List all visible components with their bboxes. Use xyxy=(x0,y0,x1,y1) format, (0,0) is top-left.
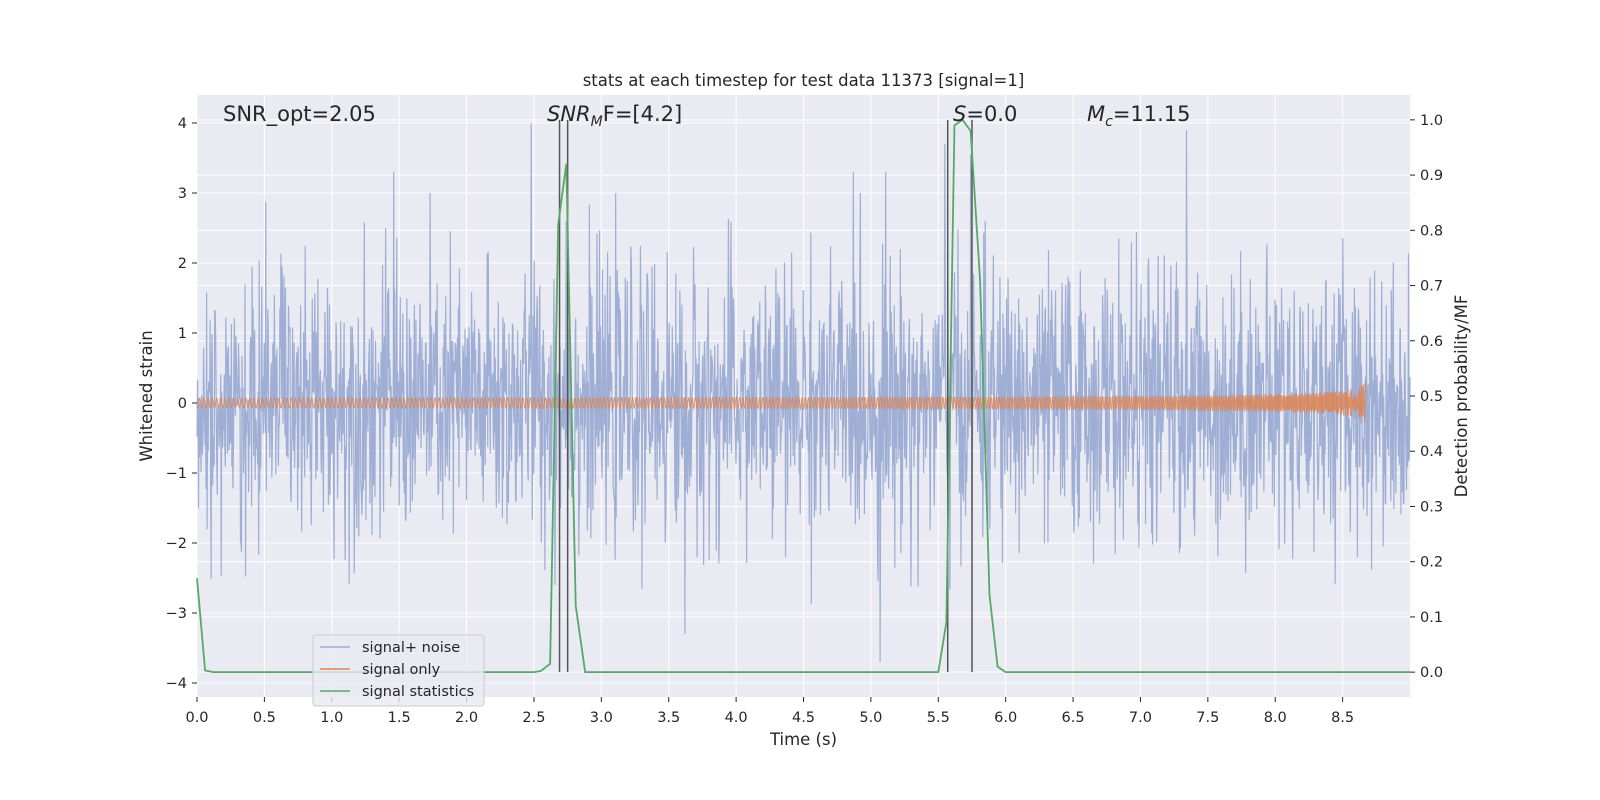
y2-tick-label: 0.9 xyxy=(1420,168,1443,184)
annotation-snr-mf-rest: F=[4.2] xyxy=(603,102,682,126)
y2-tick-label: 0.1 xyxy=(1420,610,1443,626)
y2-tick-label: 0.5 xyxy=(1420,389,1443,405)
y-tick-label: −1 xyxy=(166,466,187,482)
signal-only-line xyxy=(196,382,1367,423)
annotation-s-rest: =0.0 xyxy=(966,102,1017,126)
legend-box xyxy=(312,634,485,707)
y2-tick-label: 0.6 xyxy=(1420,334,1443,350)
legend-label-signal-noise: signal+ noise xyxy=(362,640,460,656)
legend-label-signal-statistics: signal statistics xyxy=(362,684,474,700)
y2-tick-label: 0.3 xyxy=(1420,499,1443,515)
x-tick-label: 8.0 xyxy=(1264,710,1287,726)
y2-axis-label: Detection probability/MF xyxy=(1452,295,1471,498)
x-tick-label: 0.0 xyxy=(185,710,208,726)
x-tick-label: 1.5 xyxy=(388,710,411,726)
y-tick-label: 0 xyxy=(178,396,187,412)
x-tick-label: 6.5 xyxy=(1062,710,1085,726)
y2-tick-label: 0.8 xyxy=(1420,223,1443,239)
axis-ticks: 0.0 0.5 1.0 1.5 2.0 2.5 3.0 3.5 4.0 4.5 5.0 5.5 6.0 6… xyxy=(166,113,1443,726)
x-tick-label: 4.0 xyxy=(725,710,748,726)
annotation-mc-main: M xyxy=(1087,102,1105,126)
y-tick-label: −2 xyxy=(166,536,187,552)
y-tick-label: −3 xyxy=(166,606,187,622)
y-axis-label: Whitened strain xyxy=(137,330,156,461)
annotation-snr-mf-sub: M xyxy=(591,114,603,130)
y-tick-label: 3 xyxy=(178,186,187,202)
signal-noise-line xyxy=(196,122,1411,663)
x-tick-label: 4.5 xyxy=(792,710,815,726)
y-tick-label: 2 xyxy=(178,256,187,272)
signal-noise-series xyxy=(196,122,1411,663)
x-tick-label: 2.0 xyxy=(455,710,478,726)
annotation-snr-mf-main: SNR xyxy=(547,102,591,126)
y2-tick-label: 0.7 xyxy=(1420,279,1443,295)
x-tick-label: 6.0 xyxy=(994,710,1017,726)
y2-tick-label: 0.4 xyxy=(1420,444,1443,460)
y-tick-label: −4 xyxy=(166,676,187,692)
annotation-snr-opt: SNR_opt=2.05 xyxy=(223,102,376,127)
x-tick-label: 7.5 xyxy=(1196,710,1219,726)
x-tick-label: 7.0 xyxy=(1129,710,1152,726)
x-tick-label: 3.5 xyxy=(657,710,680,726)
annotation-snr-mf: SNRMF=[4.2] xyxy=(547,102,682,130)
x-tick-label: 0.5 xyxy=(253,710,276,726)
signal-only-series xyxy=(196,382,1367,423)
y2-tick-label: 0.0 xyxy=(1420,665,1443,681)
annotation-mc: Mc=11.15 xyxy=(1087,102,1191,130)
x-tick-label: 3.0 xyxy=(590,710,613,726)
x-tick-label: 5.5 xyxy=(927,710,950,726)
x-tick-label: 5.0 xyxy=(859,710,882,726)
legend: signal+ noise signal only signal statist… xyxy=(312,634,485,707)
chart-title: stats at each timestep for test data 113… xyxy=(583,71,1025,90)
annotation-s-main: S xyxy=(953,102,966,126)
x-tick-label: 8.5 xyxy=(1331,710,1354,726)
y2-tick-label: 1.0 xyxy=(1420,113,1443,129)
annotation-mc-sub: c xyxy=(1105,114,1113,130)
x-axis-label: Time (s) xyxy=(769,730,837,749)
y2-tick-label: 0.2 xyxy=(1420,555,1443,571)
x-tick-label: 1.0 xyxy=(320,710,343,726)
annotation-s: S=0.0 xyxy=(953,102,1017,126)
y-tick-label: 4 xyxy=(178,116,187,132)
annotation-mc-rest: =11.15 xyxy=(1113,102,1191,126)
x-tick-label: 2.5 xyxy=(522,710,545,726)
legend-label-signal-only: signal only xyxy=(362,662,441,678)
y-tick-label: 1 xyxy=(178,326,187,342)
